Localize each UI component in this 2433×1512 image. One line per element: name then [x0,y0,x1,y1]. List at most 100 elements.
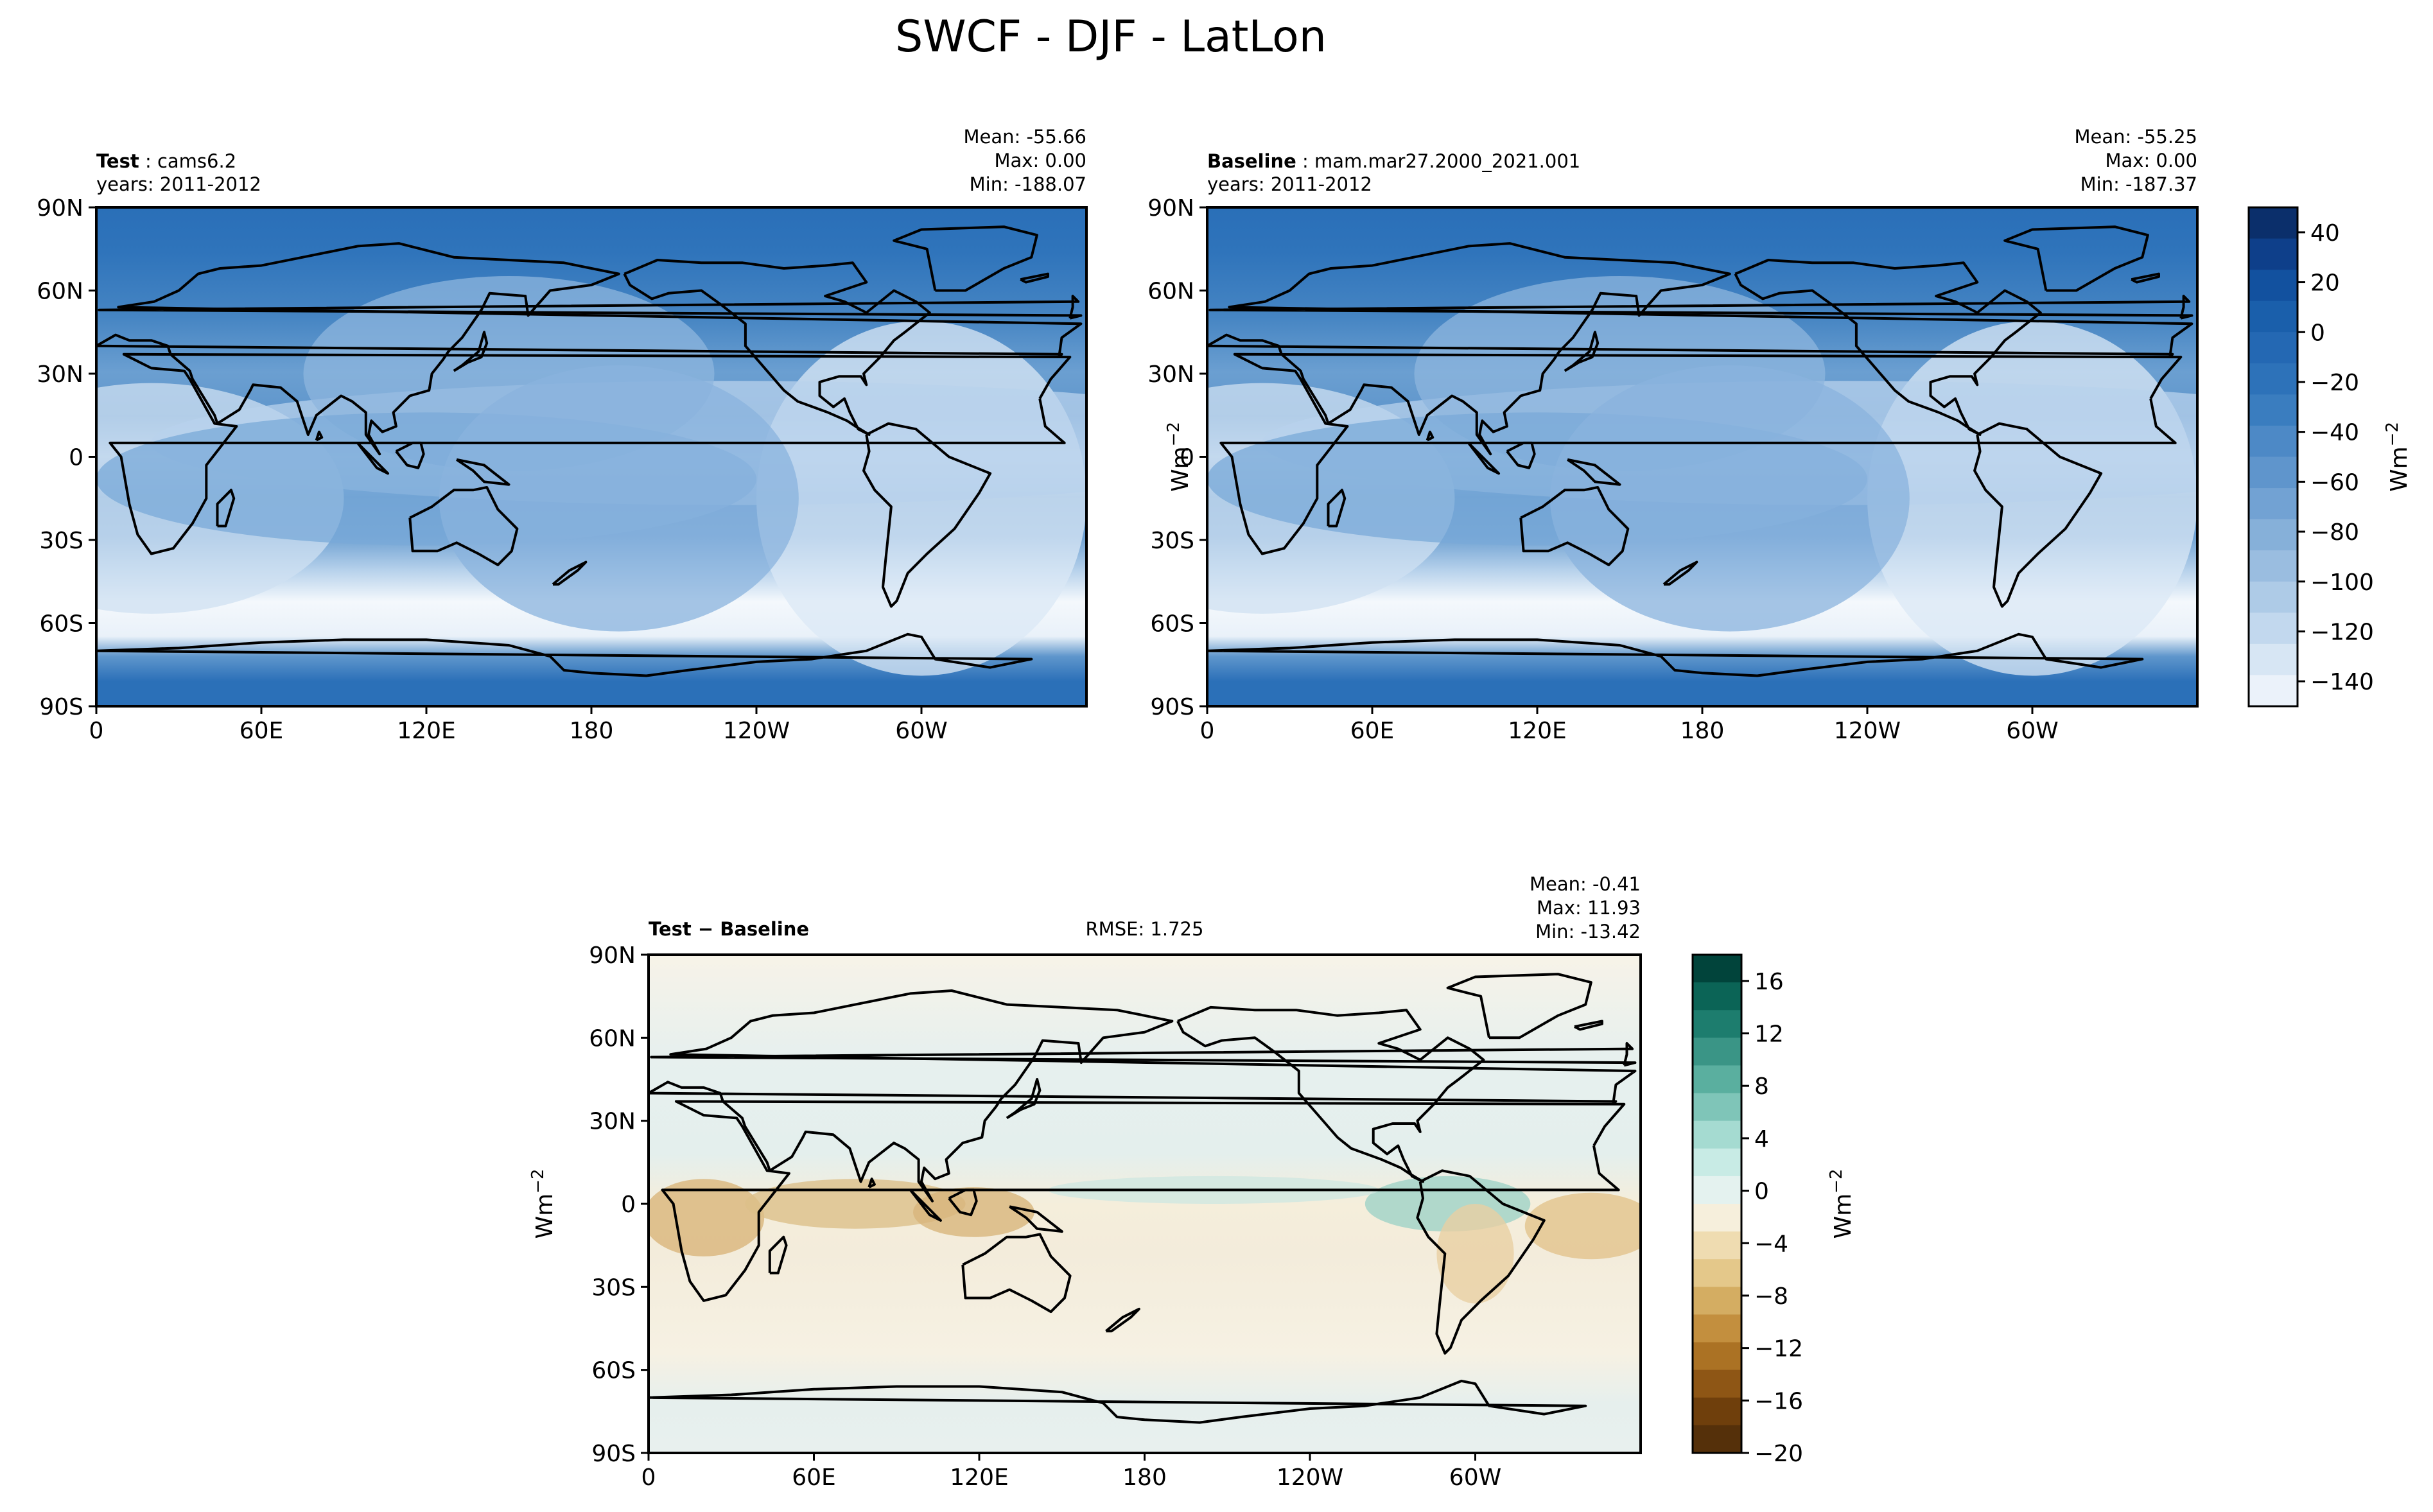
y-tick-label: 0 [621,1192,636,1218]
panels: 0 60E 120E 180 120W 60W 90N 60N 30N 0 30S 60S 90S Tes… [37,126,2412,1491]
colorbar-units-superscript: −2 [2383,422,2402,446]
coastline [356,442,389,475]
map-area [649,955,1641,1453]
x-tick-label: 180 [1680,718,1725,744]
x-tick-label: 60W [2006,718,2058,744]
colorbar-segment [1693,1342,1741,1371]
field-feature [913,1187,1034,1237]
colorbar-segment [1693,1176,1741,1204]
y-tick-label: 30S [1150,528,1194,554]
colorbar-segment [1693,1120,1741,1149]
coastline [1734,259,2042,436]
x-tick-label: 180 [570,718,614,744]
colorbar-tick-label: 40 [2310,220,2340,247]
colorbar-segment [2249,425,2298,458]
colorbar-segment [1693,1093,1741,1122]
x-tick-label: 120W [1277,1464,1343,1491]
coastline [649,1379,1587,1424]
stat-line: Mean: -55.25 [2075,126,2198,148]
units-label: Wm−2 [1164,422,1194,492]
colorbar-segment [1693,1231,1741,1260]
colorbar-tick-label: 4 [1754,1126,1769,1152]
coastline [1426,430,1435,442]
figure-suptitle: SWCF - DJF - LatLon [895,12,1327,62]
x-tick-label: 60E [1350,718,1395,744]
coastline [1006,1078,1042,1120]
colorbar-tick-label: −40 [2310,420,2359,446]
colorbar-segment [1693,1010,1741,1039]
y-tick-label: 60S [1150,611,1194,638]
coastline [909,1188,942,1222]
units-label: Wm−2 [528,1169,558,1239]
y-tick-label: 90S [1150,694,1194,720]
coastline [1564,331,1600,372]
colorbar-segment [1693,982,1741,1011]
colorbar-tick-label: −20 [2310,370,2359,396]
colorbar-segment [2249,363,2298,395]
y-tick-label: 30N [1147,361,1194,388]
field-feature [649,1179,765,1256]
coastline [1467,442,1500,475]
panel-years: years: 2011-2012 [96,173,261,195]
panel-label: Test : cams6.2 [96,150,236,172]
colorbar-segment [1693,1397,1741,1426]
colorbar-segment [1693,1287,1741,1316]
colorbar-units: Wm−2 [1827,1169,1856,1239]
field-feature [439,365,799,632]
colorbar-segment [2249,207,2298,239]
colorbar-frame [2247,206,2299,708]
coastline [961,1233,1072,1314]
coastline [862,422,992,608]
coastline [1219,352,2183,555]
colorbar-tick-label: 20 [2310,270,2340,297]
stat-line: Max: 0.00 [994,150,1086,171]
colorbar-segment [2249,456,2298,489]
panel-label-bold: Baseline [1207,150,1296,172]
field-feature [1436,1204,1514,1304]
y-tick-label: 90S [591,1441,636,1467]
coastline [1973,422,2103,608]
coastline [1416,1169,1546,1355]
panel-years: years: 2011-2012 [1207,173,1372,195]
coastline [1662,560,1698,586]
colorbar-tick-label: −20 [1754,1441,1803,1467]
rmse-label: RMSE: 1.725 [1086,918,1204,940]
x-tick-label: 120W [723,718,790,744]
y-tick-label: 90S [39,694,83,720]
y-tick-label: 30S [39,528,83,554]
colorbar-difference: 16 12 8 4 0 −4 −8 −12 −16 −20 Wm−2 [1691,953,1856,1467]
units-superscript: −2 [1164,422,1183,446]
colorbar-baseline: 40 20 0 −20 −40 −60 −80 −100 −120 −140 Wm−2 [2247,206,2412,708]
colorbar-segment [1693,1148,1741,1177]
x-tick-label: 60W [895,718,947,744]
colorbar-segment [2249,581,2298,614]
coastline [1519,486,1630,566]
colorbar-segment [1693,1204,1741,1232]
colorbar-tick-label: −4 [1754,1231,1788,1257]
y-tick-label: 90N [1147,195,1194,222]
coastline [2003,225,2149,292]
panel-label-value: : cams6.2 [139,150,236,172]
coastline [1574,1020,1603,1031]
panel-label-bold: Test [649,918,692,940]
stat-line: Min: -188.07 [970,173,1086,195]
stat-line: Min: -187.37 [2080,173,2197,195]
coastline [96,632,1033,677]
x-tick-label: 120E [950,1464,1008,1491]
y-tick-label: 30N [37,361,83,388]
y-tick-label: 30N [589,1109,636,1135]
x-tick-label: 60E [240,718,284,744]
stat-line: Mean: -55.66 [964,126,1087,148]
map-area [96,207,1086,706]
coastline [650,1042,1637,1067]
colorbar-tick-label: −80 [2310,519,2359,546]
coastline [649,989,1637,1203]
colorbar-segment [2249,675,2298,707]
stat-line: Mean: -0.41 [1530,873,1641,895]
colorbar-tick-label: 8 [1754,1073,1769,1100]
colorbar-tick-label: −140 [2310,669,2374,695]
coastline [623,259,931,436]
map-area [1207,207,2197,706]
panel-test: 0 60E 120E 180 120W 60W 90N 60N 30N 0 30S 60S 90S Tes… [37,126,1088,744]
